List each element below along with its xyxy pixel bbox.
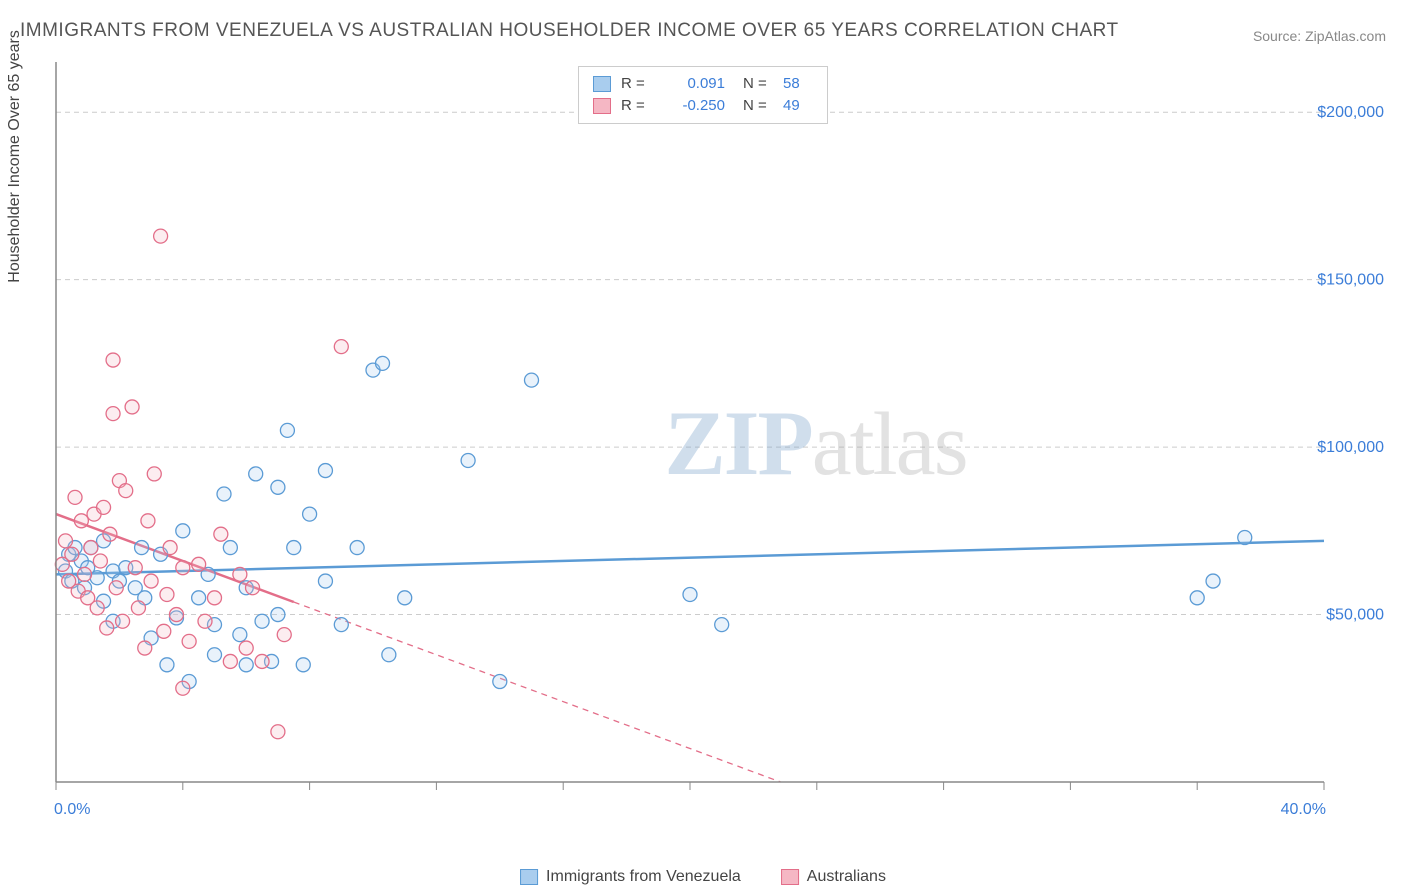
r-value: 0.091 (661, 73, 725, 95)
r-value: -0.250 (661, 95, 725, 117)
legend-label: Immigrants from Venezuela (546, 868, 741, 886)
legend-label: Australians (807, 868, 886, 886)
legend-swatch (593, 98, 611, 114)
svg-text:0.0%: 0.0% (54, 801, 90, 818)
series-legend: Immigrants from Venezuela Australians (520, 868, 886, 886)
n-value: 58 (783, 73, 813, 95)
legend-swatch (781, 869, 799, 885)
legend-bottom-item: Immigrants from Venezuela (520, 868, 741, 886)
legend-top-row: R = 0.091 N = 58 (593, 73, 813, 95)
n-label: N = (743, 73, 773, 95)
correlation-legend: R = 0.091 N = 58 R = -0.250 N = 49 (578, 66, 828, 124)
legend-bottom-item: Australians (781, 868, 886, 886)
r-label: R = (621, 95, 651, 117)
r-label: R = (621, 73, 651, 95)
n-value: 49 (783, 95, 813, 117)
chart-title: IMMIGRANTS FROM VENEZUELA VS AUSTRALIAN … (20, 20, 1119, 42)
y-axis-label: Householder Income Over 65 years (6, 30, 24, 283)
n-label: N = (743, 95, 773, 117)
svg-text:$200,000: $200,000 (1317, 104, 1384, 121)
svg-text:40.0%: 40.0% (1281, 801, 1326, 818)
svg-text:$50,000: $50,000 (1326, 607, 1384, 624)
legend-top-row: R = -0.250 N = 49 (593, 95, 813, 117)
svg-text:$100,000: $100,000 (1317, 439, 1384, 456)
legend-swatch (520, 869, 538, 885)
source-attribution: Source: ZipAtlas.com (1253, 28, 1386, 44)
svg-text:$150,000: $150,000 (1317, 272, 1384, 289)
chart-area: $50,000 $100,000 $150,000 $200,000 0.0% 40.0% (54, 62, 1386, 832)
scatter-plot: $50,000 $100,000 $150,000 $200,000 0.0% 40.0% (54, 62, 1386, 832)
legend-swatch (593, 76, 611, 92)
